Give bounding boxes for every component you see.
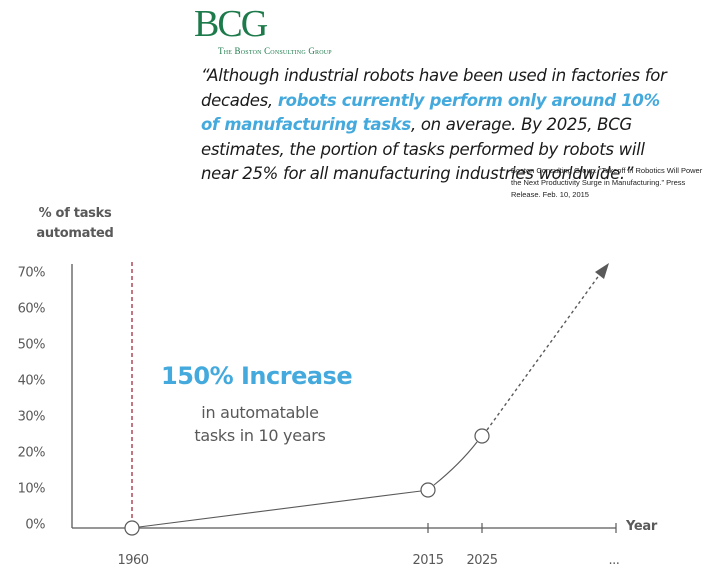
- y-axis-title: % of tasks automated: [30, 204, 120, 244]
- increase-subtext: in automatable tasks in 10 years: [180, 401, 340, 447]
- increase-subtext-line1: in automatable: [201, 403, 319, 422]
- data-point-2015: [420, 482, 436, 498]
- logo-mark: BCG: [194, 3, 268, 45]
- y-tick-30: 30%: [17, 409, 46, 425]
- x-tick-2025: 2025: [466, 553, 498, 568]
- logo-subtitle: The Boston Consulting Group: [218, 46, 332, 56]
- quote-part-1: “Although industrial robots have been us…: [201, 66, 667, 110]
- trend-line-2015-2025: [433, 441, 478, 486]
- increase-subtext-line2: tasks in 10 years: [194, 426, 326, 445]
- x-axis-title: Year: [626, 519, 658, 534]
- x-tick-2015: 2015: [412, 553, 444, 568]
- bcg-logo: BCG The Boston Consulting Group: [194, 4, 332, 56]
- y-axis-title-line2: automated: [36, 226, 114, 241]
- y-tick-70: 70%: [17, 265, 46, 281]
- increase-headline: 150% Increase: [161, 362, 353, 390]
- y-tick-50: 50%: [17, 337, 46, 353]
- citation: Boston Consulting Group. “Takeoff in Rob…: [511, 166, 703, 199]
- y-tick-20: 20%: [17, 445, 46, 461]
- y-tick-60: 60%: [17, 301, 46, 317]
- y-axis-title-line1: % of tasks: [38, 206, 112, 221]
- quote-part-2: , on average. By 2025, BCG estimates, th…: [201, 115, 645, 183]
- x-tick-1960: 1960: [117, 553, 149, 568]
- data-point-2025: [474, 428, 490, 444]
- y-tick-40: 40%: [17, 373, 46, 389]
- y-tick-10: 10%: [17, 481, 46, 497]
- arrowhead-icon: [595, 263, 609, 279]
- trend-line-1960-2015: [138, 490, 422, 528]
- quote-text: “Although industrial robots have been us…: [201, 64, 681, 187]
- data-point-1960: [124, 520, 140, 536]
- y-tick-0: 0%: [25, 517, 45, 533]
- quote-highlight: robots currently perform only around 10%…: [201, 90, 660, 135]
- projection-dashed-line: [486, 273, 601, 431]
- x-tick-ellipsis: ...: [608, 553, 620, 568]
